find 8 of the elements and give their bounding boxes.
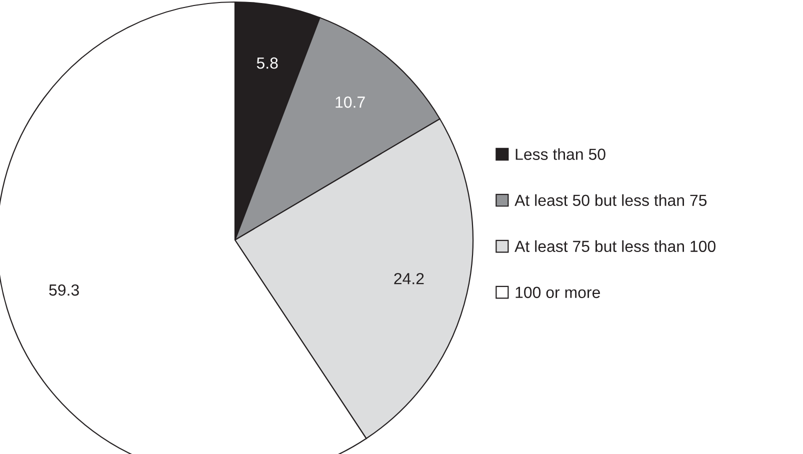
data-label: 10.7	[336, 96, 365, 108]
legend-label: 100 or more	[516, 286, 600, 298]
legend-label: Less than 50	[516, 148, 606, 160]
data-label: 5.8	[256, 57, 278, 69]
data-label: 59.3	[49, 284, 79, 296]
legend-label: At least 75 but less than 100	[514, 240, 716, 252]
data-label: 24.2	[394, 273, 424, 284]
legend-label: At least 50 but less than 75	[514, 194, 707, 206]
